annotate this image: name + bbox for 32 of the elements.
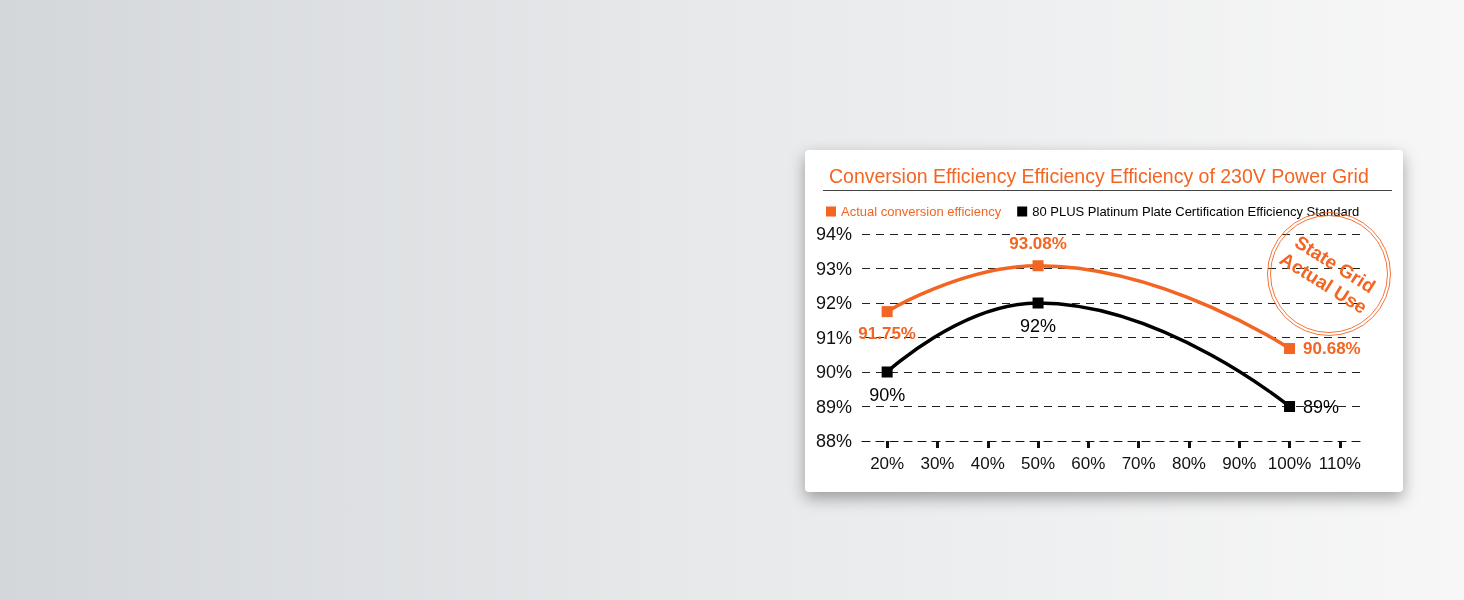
data-label: 90% (869, 384, 906, 405)
data-label: 93.08% (1009, 234, 1067, 254)
x-tick-label: 20% (870, 454, 905, 473)
legend-label: 80 PLUS Platinum Plate Certification Efficiency Standard (1032, 204, 1360, 219)
x-tick-label: 70% (1121, 454, 1156, 473)
y-tick-label: 94% (815, 224, 852, 244)
y-tick-label: 92% (815, 293, 852, 313)
legend-label: Actual conversion efficiency (841, 204, 1002, 219)
x-tick-label: 100% (1267, 454, 1312, 473)
chart-title: Conversion Efficiency Efficiency Efficiency of 230V Power Grid (823, 165, 1392, 191)
point (1284, 401, 1296, 412)
point (1284, 343, 1296, 355)
point (881, 366, 893, 378)
y-tick-label: 90% (815, 362, 852, 382)
y-tick-label: 93% (815, 258, 852, 279)
data-label: 91.75% (858, 324, 916, 344)
data-label: 89% (1303, 396, 1340, 417)
x-tick-label: 40% (970, 454, 1005, 473)
data-label: 92% (1020, 315, 1057, 336)
point (881, 306, 893, 318)
point (1032, 260, 1044, 272)
x-tick-label: 80% (1171, 454, 1206, 473)
x-tick-label: 50% (1021, 454, 1056, 473)
x-tick-label: 60% (1071, 454, 1106, 473)
y-tick-label: 91% (815, 327, 852, 348)
point (1032, 297, 1044, 309)
y-tick-label: 89% (815, 396, 852, 417)
x-tick-label: 110% (1318, 454, 1361, 473)
x-tick-label: 30% (920, 454, 955, 473)
x-tick-label: 90% (1222, 454, 1257, 473)
y-tick-label: 88% (815, 431, 852, 451)
data-label: 90.68% (1303, 339, 1361, 359)
